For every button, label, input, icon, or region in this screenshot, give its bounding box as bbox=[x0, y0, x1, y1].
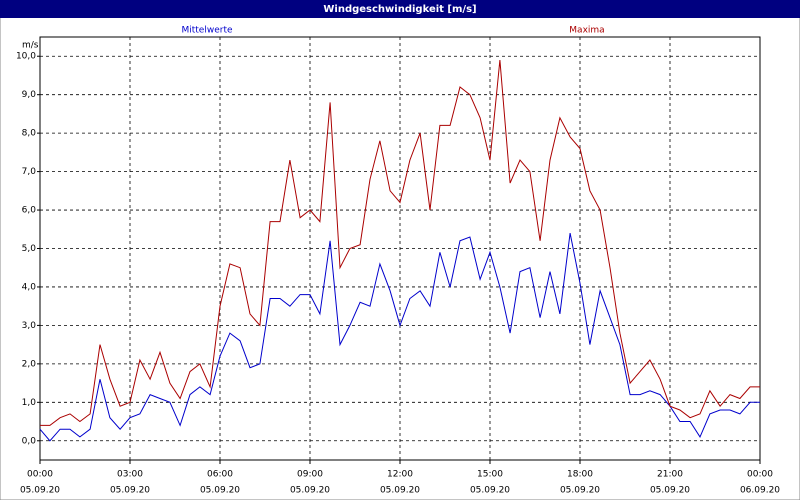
y-tick-label: 0,0 bbox=[22, 436, 37, 446]
x-tick-label: 00:00 bbox=[747, 470, 773, 480]
x-tick-label: 00:00 bbox=[27, 470, 53, 480]
x-tick-date: 05.09.20 bbox=[470, 486, 510, 496]
x-tick-label: 09:00 bbox=[297, 470, 323, 480]
chart-title: Windgeschwindigkeit [m/s] bbox=[323, 4, 476, 15]
x-tick-date: 05.09.20 bbox=[110, 486, 150, 496]
y-tick-label: 5,0 bbox=[22, 244, 37, 254]
y-tick-label: 7,0 bbox=[22, 167, 37, 177]
data-line bbox=[39, 233, 760, 442]
x-tick-label: 15:00 bbox=[477, 470, 503, 480]
y-tick-label: 10,0 bbox=[16, 52, 36, 62]
x-tick-label: 12:00 bbox=[387, 470, 413, 480]
title-bar bbox=[0, 0, 800, 18]
y-tick-label: 6,0 bbox=[22, 206, 37, 216]
x-tick-date: 05.09.20 bbox=[380, 486, 420, 496]
x-tick-date: 05.09.20 bbox=[650, 486, 690, 496]
y-tick-label: 3,0 bbox=[22, 321, 37, 331]
legend-label: Maxima bbox=[569, 26, 604, 36]
x-tick-date: 05.09.20 bbox=[200, 486, 240, 496]
x-tick-label: 21:00 bbox=[657, 470, 683, 480]
x-tick-label: 18:00 bbox=[567, 470, 593, 480]
x-tick-date: 06.09.20 bbox=[740, 486, 780, 496]
data-line bbox=[40, 60, 760, 426]
y-unit: m/s bbox=[22, 41, 39, 51]
x-tick-label: 06:00 bbox=[207, 470, 233, 480]
y-tick-label: 8,0 bbox=[22, 129, 37, 139]
legend-label: Mittelwerte bbox=[181, 26, 232, 36]
y-tick-label: 2,0 bbox=[22, 359, 37, 369]
x-tick-date: 05.09.20 bbox=[20, 486, 60, 496]
y-tick-label: 1,0 bbox=[22, 398, 37, 408]
y-tick-label: 4,0 bbox=[22, 282, 37, 292]
x-tick-date: 05.09.20 bbox=[290, 486, 330, 496]
x-tick-label: 03:00 bbox=[117, 470, 143, 480]
x-tick-date: 05.09.20 bbox=[560, 486, 600, 496]
y-tick-label: 9,0 bbox=[22, 90, 37, 100]
